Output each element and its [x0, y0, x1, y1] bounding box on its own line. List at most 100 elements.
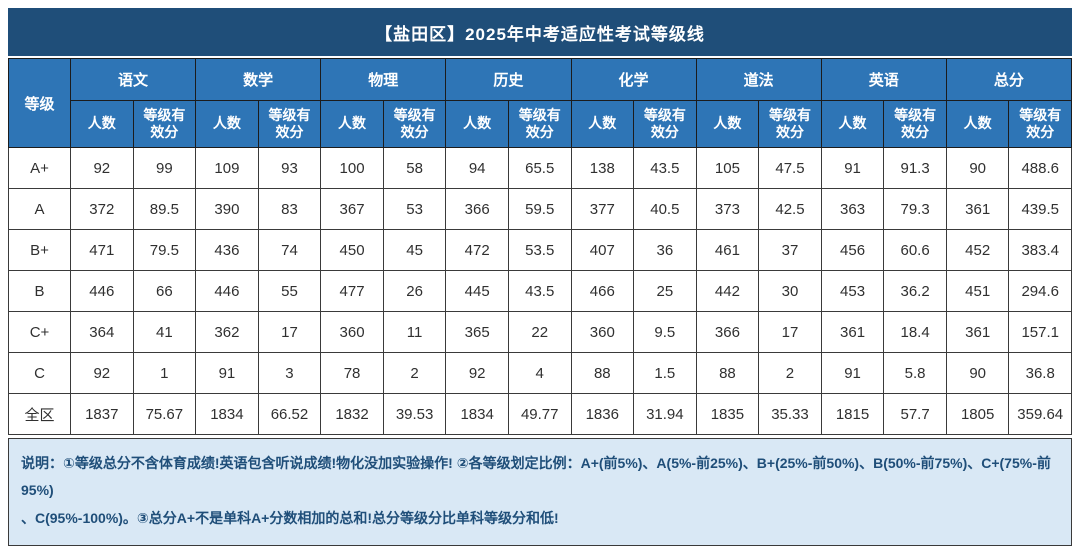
value-cell: 365 [445, 311, 509, 353]
grade-line-sheet: 【盐田区】2025年中考适应性考试等级线 等级 语文 数学 物理 历史 化学 道… [8, 8, 1073, 546]
grade-cell: B+ [8, 229, 71, 271]
value-cell: 138 [570, 147, 635, 189]
grade-cell: B [8, 270, 71, 312]
value-cell: 39.53 [382, 393, 447, 435]
value-cell: 60.6 [883, 229, 947, 271]
value-cell: 446 [195, 270, 259, 312]
value-cell: 390 [195, 188, 259, 230]
value-cell: 1815 [820, 393, 885, 435]
value-cell: 88 [570, 352, 635, 394]
table-row: A 372 89.5 390 83 367 53 366 59.5 377 40.5 373 42.5 3… [8, 188, 1072, 230]
value-cell: 1834 [195, 393, 259, 435]
value-cell: 35.33 [758, 393, 822, 435]
value-cell: 22 [507, 311, 572, 353]
value-cell: 4 [507, 352, 572, 394]
value-cell: 91 [820, 147, 885, 189]
page-title: 【盐田区】2025年中考适应性考试等级线 [375, 24, 705, 44]
value-cell: 90 [945, 147, 1010, 189]
total-effective-score-cell: 383.4 [1008, 229, 1072, 271]
value-cell: 43.5 [633, 147, 697, 189]
value-cell: 477 [320, 270, 384, 312]
value-cell: 26 [382, 270, 447, 312]
value-cell: 17 [758, 311, 822, 353]
value-cell: 1.5 [633, 352, 697, 394]
subheader-count: 人数 [695, 100, 760, 148]
grade-cell: A+ [8, 147, 71, 189]
value-cell: 5.8 [883, 352, 947, 394]
grade-cell: 全区 [8, 393, 71, 435]
value-cell: 361 [945, 311, 1010, 353]
value-cell: 78 [320, 352, 384, 394]
table-row: C 92 1 91 3 78 2 92 4 88 1.5 88 2 91 5.8 90 36.8 [8, 352, 1072, 394]
value-cell: 364 [70, 311, 134, 353]
value-cell: 36 [633, 229, 697, 271]
value-cell: 1805 [945, 393, 1010, 435]
value-cell: 91 [195, 352, 259, 394]
subheader-score: 等级有效分 [633, 100, 697, 148]
value-cell: 92 [445, 352, 509, 394]
title-bar: 【盐田区】2025年中考适应性考试等级线 [8, 8, 1072, 56]
subheader-count: 人数 [70, 100, 134, 148]
value-cell: 57.7 [883, 393, 947, 435]
value-cell: 461 [695, 229, 760, 271]
total-effective-score-cell: 36.8 [1008, 352, 1072, 394]
value-cell: 363 [820, 188, 885, 230]
value-cell: 42.5 [758, 188, 822, 230]
value-cell: 92 [70, 147, 134, 189]
value-cell: 436 [195, 229, 259, 271]
value-cell: 49.77 [507, 393, 572, 435]
column-header-physics: 物理 [320, 58, 447, 101]
value-cell: 446 [70, 270, 134, 312]
value-cell: 18.4 [883, 311, 947, 353]
subheader-score: 等级有效分 [257, 100, 322, 148]
column-header-english: 英语 [820, 58, 947, 101]
value-cell: 3 [257, 352, 322, 394]
value-cell: 37 [758, 229, 822, 271]
column-header-chemistry: 化学 [570, 58, 697, 101]
value-cell: 74 [257, 229, 322, 271]
total-effective-score-cell: 294.6 [1008, 270, 1072, 312]
value-cell: 366 [445, 188, 509, 230]
subject-header-row: 等级 语文 数学 物理 历史 化学 道法 英语 总分 [8, 58, 1073, 148]
value-cell: 59.5 [507, 188, 572, 230]
total-effective-score-cell: 359.64 [1008, 393, 1072, 435]
note-line: 说明：①等级总分不含体育成绩!英语包含听说成绩!物化没加实验操作! ②各等级划定… [21, 455, 1051, 499]
value-cell: 99 [132, 147, 197, 189]
subheader-count: 人数 [445, 100, 509, 148]
value-cell: 91 [820, 352, 885, 394]
value-cell: 11 [382, 311, 447, 353]
value-cell: 1 [132, 352, 197, 394]
value-cell: 466 [570, 270, 635, 312]
value-cell: 450 [320, 229, 384, 271]
value-cell: 451 [945, 270, 1010, 312]
column-header-total: 总分 [945, 58, 1073, 101]
value-cell: 53.5 [507, 229, 572, 271]
total-effective-score-cell: 439.5 [1008, 188, 1072, 230]
value-cell: 373 [695, 188, 760, 230]
grade-line-table: 等级 语文 数学 物理 历史 化学 道法 英语 总分 人数 等级有效分 人数 等… [8, 58, 1073, 435]
value-cell: 30 [758, 270, 822, 312]
value-cell: 55 [257, 270, 322, 312]
column-header-morality: 道法 [695, 58, 822, 101]
column-header-grade: 等级 [8, 58, 71, 148]
subheader-score: 等级有效分 [758, 100, 822, 148]
value-cell: 58 [382, 147, 447, 189]
value-cell: 2 [758, 352, 822, 394]
value-cell: 452 [945, 229, 1010, 271]
subheader-count: 人数 [820, 100, 885, 148]
value-cell: 40.5 [633, 188, 697, 230]
subheader-score: 等级有效分 [507, 100, 572, 148]
grade-cell: C [8, 352, 71, 394]
note-box: 说明：①等级总分不含体育成绩!英语包含听说成绩!物化没加实验操作! ②各等级划定… [8, 438, 1072, 546]
value-cell: 360 [320, 311, 384, 353]
grade-cell: A [8, 188, 71, 230]
total-effective-score-cell: 488.6 [1008, 147, 1072, 189]
value-cell: 1836 [570, 393, 635, 435]
value-cell: 45 [382, 229, 447, 271]
value-cell: 83 [257, 188, 322, 230]
value-cell: 47.5 [758, 147, 822, 189]
subheader-count: 人数 [570, 100, 635, 148]
value-cell: 100 [320, 147, 384, 189]
value-cell: 79.5 [132, 229, 197, 271]
value-cell: 9.5 [633, 311, 697, 353]
